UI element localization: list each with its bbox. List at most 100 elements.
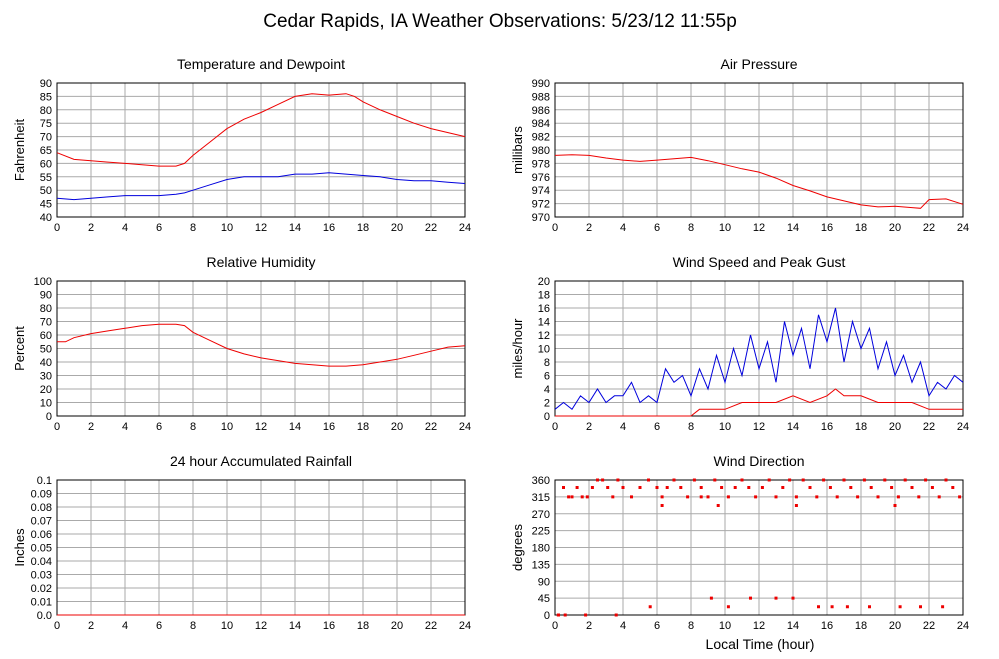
direction-point (601, 478, 605, 482)
direction-point (941, 605, 945, 609)
y-tick-label: 974 (532, 185, 550, 197)
y-tick-label: 988 (532, 91, 550, 103)
x-tick-label: 24 (957, 421, 969, 433)
scatter-series (556, 478, 962, 617)
x-tick-label: 12 (753, 222, 765, 234)
y-tick-label: 225 (532, 526, 550, 538)
direction-point (749, 596, 752, 600)
direction-point (606, 486, 610, 489)
x-tick-label: 6 (654, 620, 660, 632)
direction-point (638, 486, 642, 489)
direction-point (679, 486, 683, 489)
direction-point (896, 495, 900, 499)
series-line-0 (56, 93, 466, 167)
y-tick-label: 0.05 (31, 543, 52, 555)
x-tick-label: 6 (156, 620, 162, 632)
y-tick-label: 50 (40, 344, 52, 356)
direction-point (924, 478, 928, 482)
direction-point (672, 478, 676, 482)
x-tick-label: 6 (156, 222, 162, 234)
y-tick-label: 0 (544, 610, 550, 622)
x-tick-label: 14 (289, 222, 301, 234)
x-tick-label: 18 (357, 421, 369, 433)
x-tick-label: 22 (923, 421, 935, 433)
direction-point (648, 605, 652, 609)
x-tick-label: 18 (855, 620, 867, 632)
y-tick-label: 20 (40, 384, 52, 396)
x-tick-label: 8 (190, 620, 196, 632)
x-tick-label: 6 (654, 222, 660, 234)
y-tick-label: 85 (40, 91, 52, 103)
y-tick-label: 0 (46, 411, 52, 423)
y-tick-label: 980 (532, 145, 550, 157)
direction-point (856, 495, 860, 499)
direction-point (699, 495, 703, 499)
direction-point (794, 495, 798, 499)
x-tick-label: 8 (688, 222, 694, 234)
direction-point (686, 495, 690, 499)
x-tick-label: 12 (255, 222, 267, 234)
y-tick-label: 0 (544, 411, 550, 423)
x-tick-label: 24 (459, 222, 471, 234)
direction-point (944, 478, 948, 482)
direction-point (740, 478, 744, 482)
x-tick-label: 4 (122, 222, 128, 234)
y-tick-label: 8 (544, 357, 550, 369)
x-tick-label: 16 (821, 421, 833, 433)
x-tick-label: 16 (323, 620, 335, 632)
direction-point (585, 495, 589, 499)
x-tick-label: 2 (88, 620, 94, 632)
x-tick-label: 8 (190, 421, 196, 433)
x-tick-label: 20 (391, 222, 403, 234)
y-tick-label: 984 (532, 118, 550, 130)
y-tick-label: 0.06 (31, 529, 52, 541)
y-tick-label: 12 (538, 330, 550, 342)
y-tick-label: 80 (40, 105, 52, 117)
y-tick-label: 60 (40, 158, 52, 170)
x-tick-label: 20 (889, 222, 901, 234)
x-tick-label: 4 (620, 421, 626, 433)
y-tick-label: 135 (532, 559, 550, 571)
y-tick-label: 970 (532, 212, 550, 224)
y-tick-label: 10 (538, 344, 550, 356)
y-tick-label: 990 (532, 78, 550, 90)
chart-title: Air Pressure (720, 56, 797, 72)
direction-point (910, 486, 914, 489)
y-axis-label: Inches (12, 528, 27, 567)
x-tick-label: 16 (821, 222, 833, 234)
direction-point (835, 495, 839, 499)
y-axis-label: miles/hour (510, 318, 525, 379)
x-tick-label: 14 (289, 421, 301, 433)
direction-point (774, 495, 778, 499)
direction-point (726, 605, 730, 609)
x-tick-label: 12 (255, 421, 267, 433)
x-tick-label: 12 (255, 620, 267, 632)
x-tick-label: 0 (552, 620, 558, 632)
direction-point (575, 486, 579, 489)
x-axis-caption: Local Time (hour) (706, 636, 815, 652)
x-tick-label: 24 (957, 620, 969, 632)
series-line-1 (56, 172, 466, 201)
direction-point (849, 486, 853, 489)
y-tick-label: 976 (532, 172, 550, 184)
x-tick-label: 14 (289, 620, 301, 632)
direction-point (706, 495, 710, 499)
plot-frame (554, 82, 964, 218)
direction-point (883, 478, 887, 482)
direction-point (580, 495, 584, 499)
y-tick-label: 982 (532, 132, 550, 144)
plot-frame (56, 82, 466, 218)
x-tick-label: 20 (889, 620, 901, 632)
direction-point (869, 486, 873, 489)
direction-point (726, 495, 730, 499)
plot-frame (56, 280, 466, 417)
x-tick-label: 2 (88, 222, 94, 234)
x-tick-label: 14 (787, 421, 799, 433)
y-tick-label: 0.1 (37, 475, 52, 487)
x-tick-label: 0 (54, 620, 60, 632)
direction-point (647, 478, 650, 482)
